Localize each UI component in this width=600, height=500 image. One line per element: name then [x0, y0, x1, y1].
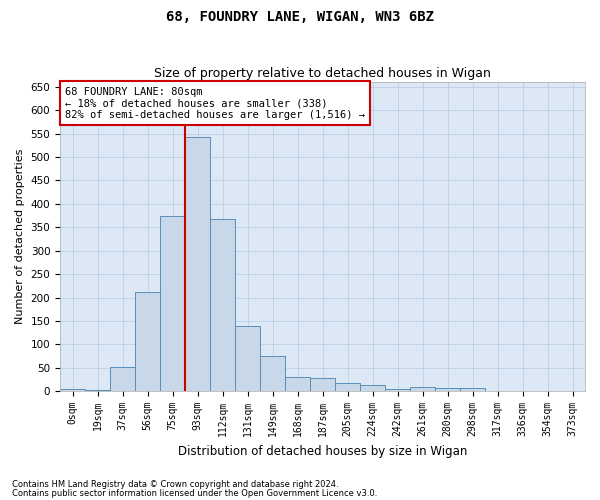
- Text: 68, FOUNDRY LANE, WIGAN, WN3 6BZ: 68, FOUNDRY LANE, WIGAN, WN3 6BZ: [166, 10, 434, 24]
- Bar: [60, 389, 85, 391]
- Bar: [460, 388, 485, 391]
- Bar: [435, 388, 460, 391]
- Bar: [160, 216, 185, 391]
- Bar: [260, 356, 285, 391]
- Bar: [185, 138, 210, 391]
- Bar: [85, 390, 110, 391]
- Text: Contains HM Land Registry data © Crown copyright and database right 2024.: Contains HM Land Registry data © Crown c…: [12, 480, 338, 489]
- Title: Size of property relative to detached houses in Wigan: Size of property relative to detached ho…: [154, 66, 491, 80]
- Bar: [110, 367, 135, 391]
- Bar: [285, 377, 310, 391]
- X-axis label: Distribution of detached houses by size in Wigan: Distribution of detached houses by size …: [178, 444, 467, 458]
- Bar: [335, 383, 360, 391]
- Y-axis label: Number of detached properties: Number of detached properties: [15, 149, 25, 324]
- Bar: [385, 389, 410, 391]
- Bar: [235, 326, 260, 391]
- Text: 68 FOUNDRY LANE: 80sqm
← 18% of detached houses are smaller (338)
82% of semi-de: 68 FOUNDRY LANE: 80sqm ← 18% of detached…: [65, 86, 365, 120]
- Bar: [410, 387, 435, 391]
- Bar: [210, 219, 235, 391]
- Bar: [135, 292, 160, 391]
- Bar: [310, 378, 335, 391]
- Bar: [360, 384, 385, 391]
- Text: Contains public sector information licensed under the Open Government Licence v3: Contains public sector information licen…: [12, 488, 377, 498]
